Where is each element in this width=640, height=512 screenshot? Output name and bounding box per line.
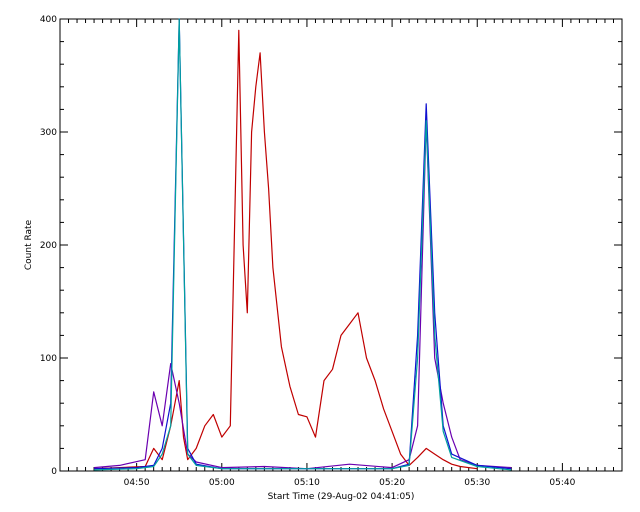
x-tick-label: 04:50 [124,478,150,488]
series-line-2 [94,120,512,470]
x-axis-ticks: 04:50 05:00 05:10 05:20 05:30 05:40 [59,19,623,488]
x-tick-label: 05:00 [209,478,235,488]
y-tick-label: 200 [40,241,57,251]
x-tick-label: 05:20 [379,478,405,488]
x-tick-label: 05:40 [549,478,575,488]
y-axis-title: Count Rate [24,219,34,270]
y-axis-ticks: 0 100 200 300 400 [40,15,622,477]
x-tick-label: 05:30 [464,478,490,488]
series-line-4 [94,18,512,471]
x-tick-label: 05:10 [294,478,320,488]
y-tick-label: 100 [40,354,57,364]
series-line-3 [94,18,512,470]
y-tick-label: 400 [40,15,57,25]
series-layer [94,18,512,471]
plot-frame [59,18,623,472]
y-tick-label: 300 [40,128,57,138]
x-axis-title: Start Time (29-Aug-02 04:41:05) [268,492,415,502]
series-line-1 [94,29,478,470]
y-tick-label: 0 [51,467,57,477]
